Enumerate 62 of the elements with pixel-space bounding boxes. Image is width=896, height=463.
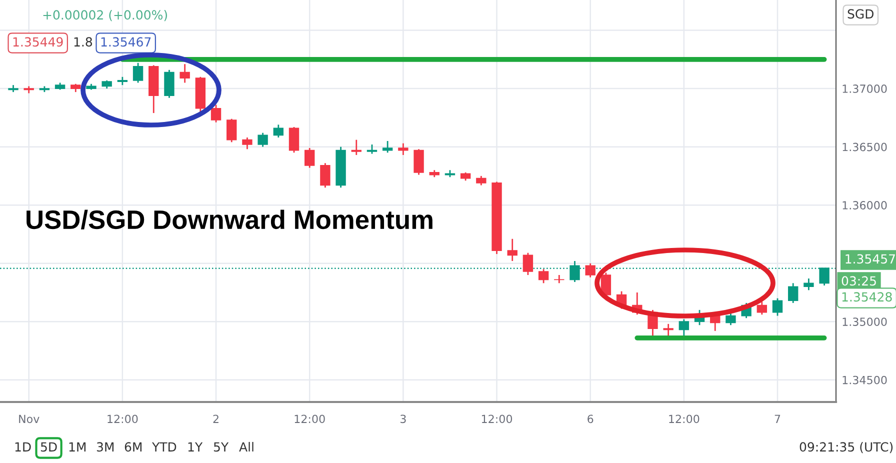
candlestick (726, 312, 736, 326)
candlestick (772, 298, 783, 316)
y-tick-label: 1.36500 (842, 142, 887, 152)
candlestick (320, 162, 330, 188)
y-tick-label: 1.36000 (842, 201, 887, 210)
candlestick (210, 104, 222, 124)
candlestick (663, 323, 674, 336)
candlestick (414, 148, 424, 176)
x-tick-label: 7 (774, 414, 780, 423)
text: SGD (848, 9, 874, 19)
candlestick (585, 262, 596, 278)
candlestick (788, 282, 798, 304)
candlestick (554, 274, 564, 284)
text: All (239, 442, 254, 452)
x-tick-label: 12:00 (669, 414, 700, 424)
candlestick (756, 301, 768, 316)
text: 5D (40, 442, 57, 452)
x-tick-label: 3 (400, 414, 406, 424)
text: 6M (124, 442, 142, 452)
y-tick-label: 1.34500 (842, 376, 887, 384)
text: 03:25 (842, 276, 876, 286)
candlestick (382, 140, 393, 154)
text: USD/SGD Downward Momentum (26, 210, 432, 230)
text: 1M (69, 442, 86, 452)
candlestick (678, 318, 690, 336)
text: 5Y (214, 442, 229, 452)
candlestick (538, 268, 549, 284)
text: 09:21:35 (UTC) (800, 442, 893, 454)
x-tick-label: 12:00 (108, 414, 138, 424)
annotation: 1.35467 (101, 37, 151, 47)
candlestick (351, 139, 362, 156)
candlestick (258, 132, 268, 148)
text: YTD (152, 442, 176, 452)
ref-line-label: 1.35457 (846, 254, 895, 264)
candlestick (132, 62, 144, 84)
x-tick-label: 12:00 (294, 414, 325, 424)
x-tick-label: 6 (588, 414, 594, 424)
annotation: +0.00002 (+0.00%) (43, 10, 167, 22)
candlestick (507, 238, 518, 262)
annotation: 1.8 (74, 37, 92, 47)
candlestick (226, 118, 237, 143)
y-tick-label: 1.37000 (842, 84, 887, 93)
candlestick (304, 147, 315, 168)
x-tick-label: Nov (19, 414, 40, 424)
candlestick (476, 175, 486, 186)
candlestick (242, 136, 252, 150)
text: 1D (15, 442, 31, 452)
candlestick (522, 252, 534, 276)
text: 1.35428 (842, 292, 892, 302)
y-tick-label: 1.35000 (842, 318, 887, 326)
annotation: 1.35449 (13, 37, 63, 47)
candlestick (398, 142, 408, 156)
candlestick (273, 124, 284, 138)
candlestick (804, 278, 814, 291)
text: 3M (96, 442, 114, 452)
x-tick-label: 2 (213, 414, 218, 423)
candlestick (288, 126, 300, 154)
candlestick (164, 69, 174, 99)
x-tick-label: 12:00 (482, 414, 512, 424)
text: 1Y (188, 442, 203, 452)
candlestick (180, 63, 190, 84)
candlestick (366, 144, 378, 155)
